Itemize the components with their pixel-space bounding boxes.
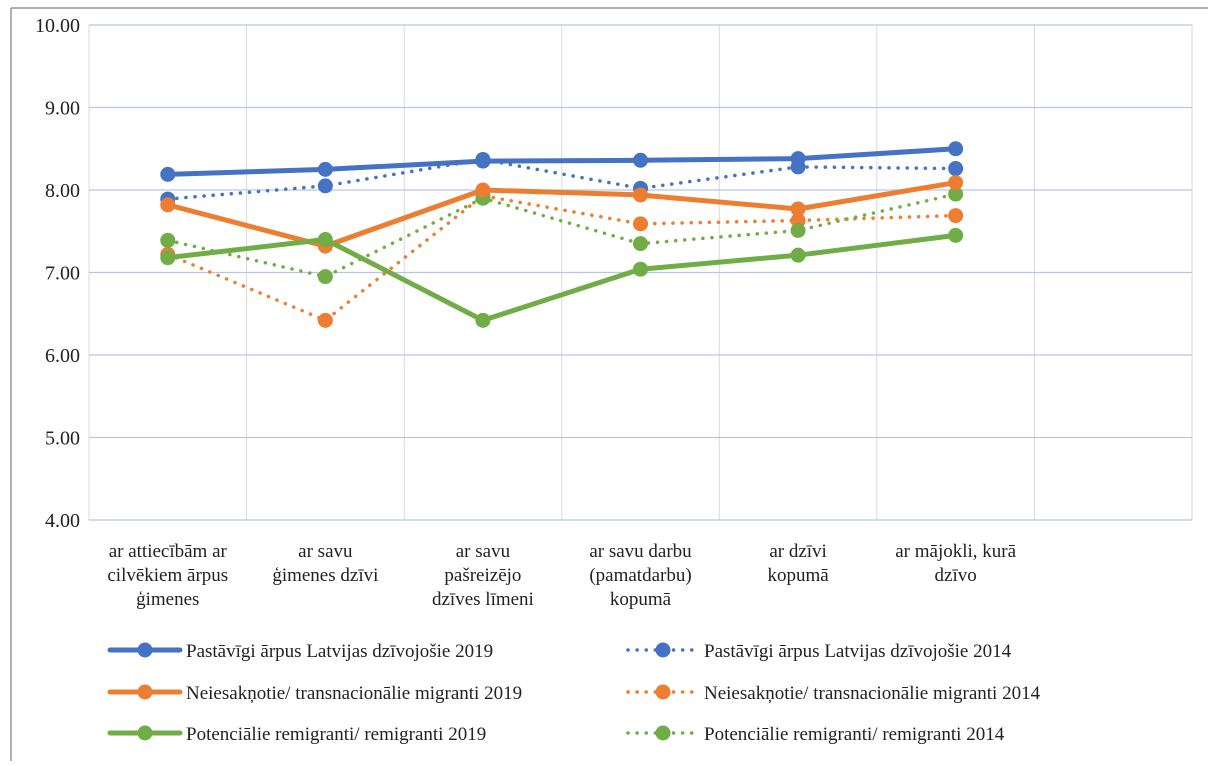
y-tick-label: 9.00 xyxy=(45,98,80,120)
legend-label: Pastāvīgi ārpus Latvijas dzīvojošie 2014 xyxy=(704,641,1012,662)
legend-item-4: Potenciālie remigranti/ remigranti 2019 xyxy=(107,724,486,745)
data-point xyxy=(633,216,648,232)
y-tick-label: 7.00 xyxy=(45,263,80,285)
y-axis: 10.00 9.00 8.00 7.00 6.00 5.00 4.00 xyxy=(35,15,80,532)
x-category-label-line: ar mājokli, kurā xyxy=(895,541,1016,562)
series-line xyxy=(165,146,959,177)
data-point xyxy=(790,247,806,263)
x-category-label: ar dzīvi kopumā xyxy=(767,541,829,586)
x-category-label-line: ar savu darbu xyxy=(589,541,692,562)
data-point xyxy=(948,227,964,243)
data-point xyxy=(160,232,176,248)
series-line xyxy=(166,192,958,279)
data-point xyxy=(475,312,491,328)
data-point xyxy=(475,182,491,198)
data-point xyxy=(633,187,648,203)
data-point xyxy=(317,269,333,285)
y-tick-label: 8.00 xyxy=(45,180,80,202)
series-5 xyxy=(160,186,964,285)
legend-swatch-marker xyxy=(655,725,671,741)
x-category-label: ar attiecībām ar cilvēkiem ārpus ģimenes xyxy=(107,541,228,610)
data-point xyxy=(317,161,333,177)
data-point xyxy=(790,151,806,167)
legend-swatch-marker xyxy=(137,725,153,741)
data-point xyxy=(633,236,648,252)
x-category-label-line: pašreizējo xyxy=(444,565,521,586)
legend-item-2: Neiesakņotie/ transnacionālie migranti 2… xyxy=(107,683,522,704)
data-point xyxy=(790,201,806,217)
data-point xyxy=(948,208,964,224)
legend: Pastāvīgi ārpus Latvijas dzīvojošie 2019… xyxy=(107,641,1041,745)
series-line xyxy=(165,180,959,249)
data-point xyxy=(948,175,964,191)
series-line xyxy=(166,157,958,201)
chart-frame xyxy=(10,7,1208,761)
data-point xyxy=(633,152,648,168)
x-category-label: ar savu pašreizējo dzīves līmeni xyxy=(432,541,534,610)
legend-label: Neiesakņotie/ transnacionālie migranti 2… xyxy=(704,683,1041,704)
data-point xyxy=(160,250,176,266)
data-point xyxy=(790,222,806,238)
legend-label: Pastāvīgi ārpus Latvijas dzīvojošie 2019 xyxy=(186,641,493,662)
legend-swatch-marker xyxy=(655,642,671,658)
series-0 xyxy=(160,141,964,182)
data-point xyxy=(317,178,333,194)
x-category-label-line: ģimenes xyxy=(136,589,199,610)
series-2 xyxy=(160,175,964,254)
data-point xyxy=(317,312,333,328)
data-point xyxy=(948,141,964,157)
y-tick-label: 4.00 xyxy=(45,510,80,532)
x-category-label-line: ar savu xyxy=(298,541,353,562)
data-point xyxy=(948,186,964,202)
legend-item-5: Potenciālie remigranti/ remigranti 2014 xyxy=(626,724,1005,745)
legend-item-3: Neiesakņotie/ transnacionālie migranti 2… xyxy=(626,683,1041,704)
y-tick-label: 10.00 xyxy=(35,15,80,37)
x-category-label-line: kopumā xyxy=(767,565,829,586)
x-category-label-line: ģimenes dzīvi xyxy=(272,565,378,586)
x-category-label-line: dzīves līmeni xyxy=(432,589,534,610)
x-category-label: ar savu darbu (pamatdarbu) kopumā xyxy=(589,541,692,610)
legend-label: Neiesakņotie/ transnacionālie migranti 2… xyxy=(186,683,522,704)
x-category-label-line: ar dzīvi xyxy=(769,541,827,562)
x-axis: ar attiecībām ar cilvēkiem ārpus ģimenesar… xyxy=(107,541,1016,610)
data-point xyxy=(948,161,964,177)
series-4 xyxy=(160,227,964,328)
y-tick-label: 5.00 xyxy=(45,428,80,450)
y-tick-label: 6.00 xyxy=(45,345,80,367)
legend-swatch-marker xyxy=(655,684,671,700)
x-category-label: ar mājokli, kurā dzīvo xyxy=(895,541,1016,586)
legend-label: Potenciālie remigranti/ remigranti 2019 xyxy=(186,724,486,745)
x-category-label-line: (pamatdarbu) xyxy=(589,565,691,586)
data-point xyxy=(160,197,176,213)
data-point xyxy=(160,166,176,182)
data-point xyxy=(317,232,333,247)
legend-item-1: Pastāvīgi ārpus Latvijas dzīvojošie 2014 xyxy=(626,641,1012,662)
x-category-label-line: ar attiecībām ar xyxy=(109,541,228,562)
legend-label: Potenciālie remigranti/ remigranti 2014 xyxy=(704,724,1005,745)
x-category-label-line: dzīvo xyxy=(935,565,977,586)
series-group xyxy=(160,141,964,328)
legend-swatch-marker xyxy=(137,684,153,700)
legend-swatch-marker xyxy=(137,642,153,658)
data-point xyxy=(633,261,648,277)
x-category-label-line: ar savu xyxy=(456,541,511,562)
data-point xyxy=(475,153,491,169)
series-line xyxy=(165,232,959,323)
legend-item-0: Pastāvīgi ārpus Latvijas dzīvojošie 2019 xyxy=(107,641,493,662)
x-category-label-line: kopumā xyxy=(610,589,672,610)
x-category-label: ar savu ģimenes dzīvi xyxy=(272,541,378,586)
x-category-label-line: cilvēkiem ārpus xyxy=(107,565,228,586)
